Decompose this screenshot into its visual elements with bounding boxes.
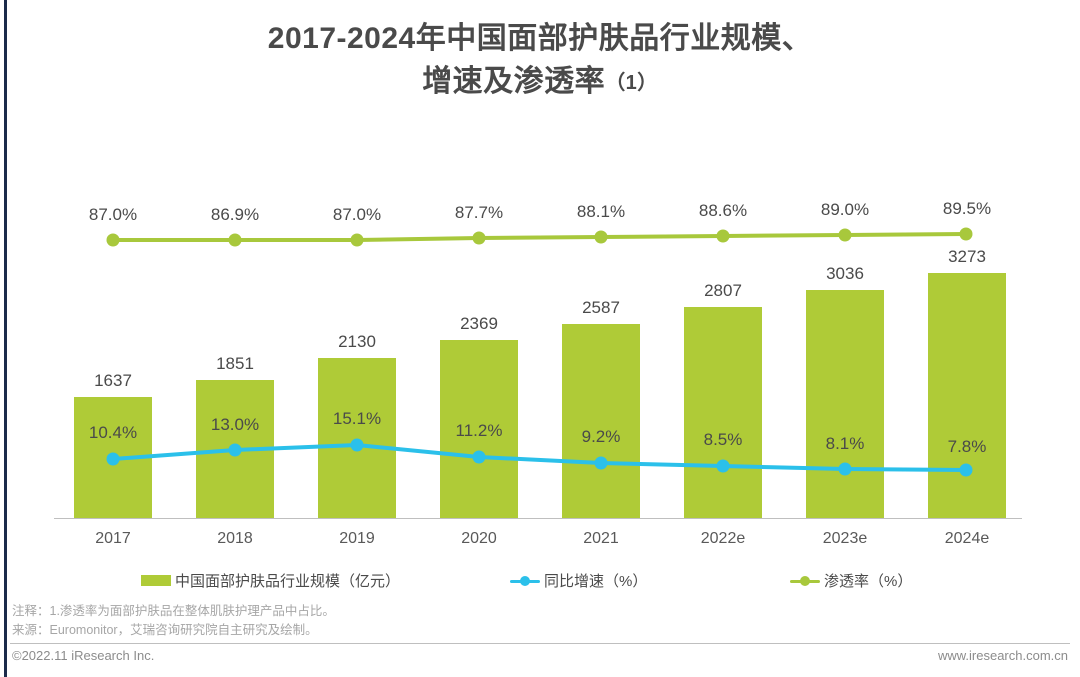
penetration-point xyxy=(959,227,973,241)
bar-2020 xyxy=(440,340,518,518)
bar-value-label: 3036 xyxy=(826,264,864,283)
penetration-label: 88.1% xyxy=(576,202,626,221)
penetration-label: 87.7% xyxy=(454,203,504,222)
bar-value-label: 2807 xyxy=(704,281,742,300)
footnotes: 注释：1.渗透率为面部护肤品在整体肌肤护理产品中占比。 来源：Euromonit… xyxy=(12,602,335,640)
legend-label: 渗透率（%） xyxy=(824,573,913,590)
left-accent-rail xyxy=(4,0,7,677)
footnote-note: 注释：1.渗透率为面部护肤品在整体肌肤护理产品中占比。 xyxy=(12,604,335,618)
penetration-point xyxy=(716,229,730,243)
copyright-text: ©2022.11 iResearch Inc. xyxy=(12,648,155,663)
bar-value-label: 2587 xyxy=(582,298,620,317)
x-axis-label-2021: 2021 xyxy=(583,530,619,547)
bar-2017 xyxy=(74,397,152,518)
bar-2023e xyxy=(806,290,884,518)
x-axis-label-2023e: 2023e xyxy=(822,530,868,547)
bar-swatch-icon xyxy=(141,575,171,586)
bar-value-label: 3273 xyxy=(948,247,986,266)
legend-label: 中国面部护肤品行业规模（亿元） xyxy=(175,573,401,590)
bar-value-label: 1637 xyxy=(94,371,132,390)
x-axis-label-2020: 2020 xyxy=(461,530,497,547)
footnote-source: 来源：Euromonitor，艾瑞咨询研究院自主研究及绘制。 xyxy=(12,622,318,637)
legend-item-market-size[interactable]: 中国面部护肤品行业规模（亿元） xyxy=(141,570,400,591)
penetration-point xyxy=(838,228,852,242)
penetration-point xyxy=(594,230,608,244)
growth-label: 8.5% xyxy=(703,430,743,449)
website-link[interactable]: www.iresearch.com.cn xyxy=(937,648,1068,663)
chart-legend: 中国面部护肤品行业规模（亿元） 同比增速（%） 渗透率（%） xyxy=(0,570,1080,594)
bar-value-label: 1851 xyxy=(216,354,254,373)
page-title-superscript: （1） xyxy=(605,71,658,94)
legend-item-growth-rate[interactable]: 同比增速（%） xyxy=(510,570,647,591)
bar-2021 xyxy=(562,324,640,518)
page-title-line-2-text: 增速及渗透率 xyxy=(422,64,606,98)
growth-label: 9.2% xyxy=(581,427,621,446)
x-axis-label-2024e: 2024e xyxy=(944,530,990,547)
penetration-label: 88.6% xyxy=(698,201,748,220)
legend-label: 同比增速（%） xyxy=(544,573,648,590)
footer-divider xyxy=(10,643,1070,644)
bar-2024e xyxy=(928,273,1006,518)
bar-value-label: 2369 xyxy=(460,314,498,333)
growth-label: 11.2% xyxy=(455,421,503,440)
x-axis-label-2019: 2019 xyxy=(339,530,375,547)
x-axis-label-2022e: 2022e xyxy=(700,530,746,547)
line-marker-icon xyxy=(790,575,820,587)
page-title-line-2: 增速及渗透率（1） xyxy=(0,61,1080,104)
penetration-label: 89.5% xyxy=(942,199,992,218)
penetration-line xyxy=(111,232,968,242)
penetration-label: 89.0% xyxy=(820,200,870,219)
bar-2018 xyxy=(196,380,274,518)
penetration-point xyxy=(228,233,242,247)
line-marker-icon xyxy=(510,575,540,587)
bar-2022e xyxy=(684,307,762,518)
penetration-point xyxy=(472,231,486,245)
penetration-label: 87.0% xyxy=(88,205,138,224)
growth-label: 15.1% xyxy=(332,409,382,428)
growth-label: 10.4% xyxy=(88,423,138,442)
penetration-label: 87.0% xyxy=(332,205,382,224)
x-axis-line xyxy=(54,518,1022,519)
growth-label: 7.8% xyxy=(947,437,987,456)
penetration-point xyxy=(350,233,364,247)
legend-item-penetration-rate[interactable]: 渗透率（%） xyxy=(790,570,912,591)
page-title: 2017-2024年中国面部护肤品行业规模、 增速及渗透率（1） xyxy=(0,18,1080,103)
page-footer: ©2022.11 iResearch Inc. www.iresearch.co… xyxy=(0,648,1080,670)
x-axis-label-2018: 2018 xyxy=(217,530,253,547)
penetration-label: 86.9% xyxy=(210,205,260,224)
bar-2019 xyxy=(318,358,396,518)
growth-label: 13.0% xyxy=(210,415,260,434)
bar-value-label: 2130 xyxy=(338,332,376,351)
growth-label: 8.1% xyxy=(825,434,865,453)
page-title-line-1: 2017-2024年中国面部护肤品行业规模、 xyxy=(267,22,813,55)
x-axis-label-2017: 2017 xyxy=(95,530,131,547)
penetration-point xyxy=(106,233,120,247)
